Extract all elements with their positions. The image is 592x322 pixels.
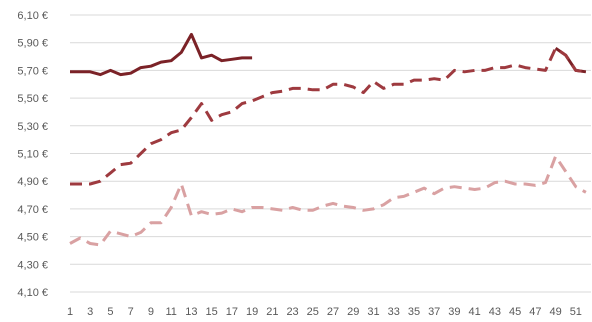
x-tick-label: 9 xyxy=(148,306,154,318)
x-tick-label: 17 xyxy=(226,306,238,318)
x-tick-label: 19 xyxy=(246,306,258,318)
y-tick-label: 5,90 € xyxy=(17,38,48,50)
x-tick-label: 27 xyxy=(327,306,339,318)
x-tick-label: 41 xyxy=(469,306,481,318)
y-axis-tick-labels: 4,10 € 4,30 € 4,50 € 4,70 € 4,90 € 5,10 € 5,30… xyxy=(17,10,48,299)
x-axis-tick-labels: 1 3 5 7 9 11 13 15 17 19 21 23 25 27 29 31 33 35 37 39 41 43 4… xyxy=(67,306,582,318)
gridlines xyxy=(70,14,591,293)
y-tick-label: 4,70 € xyxy=(17,204,48,216)
x-tick-label: 51 xyxy=(570,306,582,318)
y-tick-label: 4,90 € xyxy=(17,176,48,188)
x-tick-label: 7 xyxy=(128,306,134,318)
series-line-2 xyxy=(70,46,587,186)
x-tick-label: 35 xyxy=(408,306,420,318)
x-tick-label: 31 xyxy=(367,306,379,318)
x-tick-label: 11 xyxy=(165,306,176,318)
x-tick-label: 49 xyxy=(549,306,561,318)
x-tick-label: 3 xyxy=(87,306,93,318)
x-tick-label: 39 xyxy=(448,306,460,318)
x-tick-label: 33 xyxy=(388,306,400,318)
x-tick-label: 5 xyxy=(107,306,113,318)
x-tick-label: 21 xyxy=(266,306,278,318)
y-tick-label: 5,30 € xyxy=(17,121,48,133)
x-tick-label: 29 xyxy=(347,306,359,318)
x-tick-label: 47 xyxy=(529,306,541,318)
x-tick-label: 1 xyxy=(67,306,73,318)
y-tick-label: 4,10 € xyxy=(17,287,48,299)
x-tick-label: 43 xyxy=(489,306,501,318)
x-tick-label: 25 xyxy=(307,306,319,318)
series-line-1 xyxy=(70,32,587,77)
y-tick-label: 4,50 € xyxy=(17,232,48,244)
y-tick-label: 5,70 € xyxy=(17,65,48,77)
y-tick-label: 5,50 € xyxy=(17,93,48,105)
series-lines xyxy=(69,32,587,247)
x-tick-label: 45 xyxy=(509,306,521,318)
y-tick-label: 4,30 € xyxy=(17,259,48,271)
x-tick-label: 23 xyxy=(286,306,298,318)
x-tick-label: 15 xyxy=(206,306,218,318)
y-tick-label: 5,10 € xyxy=(17,149,48,161)
y-tick-label: 6,10 € xyxy=(17,10,48,22)
series-line-3 xyxy=(69,154,587,247)
x-tick-label: 13 xyxy=(185,306,197,318)
x-tick-label: 37 xyxy=(428,306,440,318)
